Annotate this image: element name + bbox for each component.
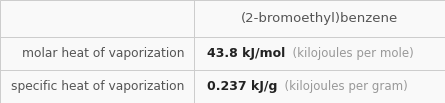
Text: 43.8 kJ/mol: 43.8 kJ/mol [207, 47, 285, 60]
Text: specific heat of vaporization: specific heat of vaporization [11, 80, 185, 93]
Text: (kilojoules per gram): (kilojoules per gram) [277, 80, 408, 93]
Text: molar heat of vaporization: molar heat of vaporization [22, 47, 185, 60]
Text: (2-bromoethyl)benzene: (2-bromoethyl)benzene [241, 12, 398, 25]
Text: (kilojoules per mole): (kilojoules per mole) [285, 47, 414, 60]
Text: 0.237 kJ/g: 0.237 kJ/g [207, 80, 277, 93]
